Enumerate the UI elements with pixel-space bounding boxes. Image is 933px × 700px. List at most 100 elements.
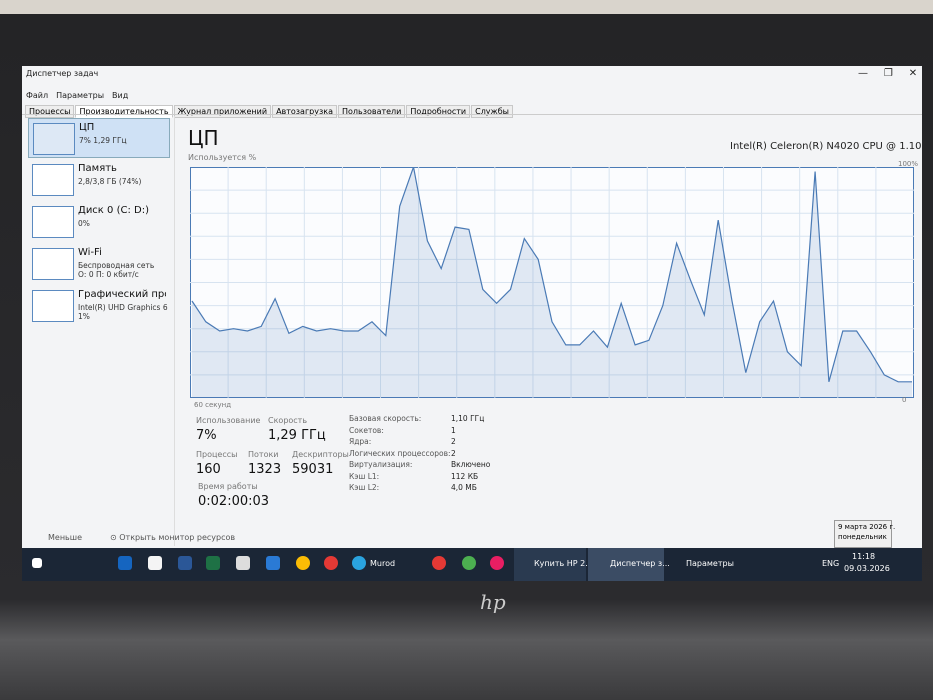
logo: hp xyxy=(480,590,506,614)
tab[interactable]: Производительность xyxy=(75,105,173,118)
detail-value: 1 xyxy=(451,425,456,435)
cpu-line xyxy=(191,167,912,383)
mini-graph xyxy=(32,164,74,196)
y-label: Используется % xyxy=(188,153,257,162)
item-detail: 0% xyxy=(78,219,90,228)
app-icon[interactable] xyxy=(432,556,446,570)
app-icon[interactable] xyxy=(296,556,310,570)
stat-value: 1,29 ГГц xyxy=(268,428,326,443)
x-left-label: 60 секунд xyxy=(194,401,232,409)
resource-monitor-link[interactable]: ⊙ Открыть монитор ресурсов xyxy=(110,533,236,542)
item-detail: 7% 1,29 ГГц xyxy=(79,136,127,145)
sidebar-item[interactable]: Диск 0 (C: D:) 0% xyxy=(28,202,168,240)
tab-bar: Процессы Производительность Журнал приложе… xyxy=(25,99,514,118)
detail-value: 2 xyxy=(451,448,456,458)
menu-item[interactable]: Вид xyxy=(112,91,129,100)
item-name: Графический про xyxy=(78,289,166,300)
x-right-label: 0 xyxy=(902,396,907,404)
sidebar-item[interactable]: ЦП 7% 1,29 ГГц xyxy=(28,118,170,158)
app-icon[interactable] xyxy=(462,556,476,570)
y-max-label: 100% xyxy=(898,160,919,168)
item-name: Память xyxy=(78,163,117,174)
tooltip-line: 9 марта 2026 г. xyxy=(838,523,896,531)
taskbar-item[interactable]: Murod xyxy=(370,559,396,568)
tab[interactable]: Журнал приложений xyxy=(173,105,272,118)
stat-label: Скорость xyxy=(268,416,308,425)
detail-label: Базовая скорость: xyxy=(349,414,422,423)
taskbar-item[interactable]: Купить HP 2... xyxy=(534,559,593,568)
language[interactable]: ENG xyxy=(822,559,840,568)
link-text: Открыть монитор ресурсов xyxy=(119,533,236,542)
detail-label: Сокетов: xyxy=(349,425,384,435)
detail-label: Логических процессоров: xyxy=(349,448,451,458)
item-name: ЦП xyxy=(79,122,95,133)
detail-value: 112 КБ xyxy=(451,471,479,481)
detail-value: 1,10 ГГц xyxy=(451,414,485,423)
divider xyxy=(174,116,175,546)
start-button[interactable] xyxy=(32,558,42,568)
menu-bar: Файл Параметры Вид xyxy=(26,83,136,102)
app-icon[interactable] xyxy=(236,556,250,570)
panel-title: ЦП xyxy=(188,126,219,150)
menu-item[interactable]: Параметры xyxy=(56,91,105,100)
app-icon[interactable] xyxy=(352,556,366,570)
sidebar-item[interactable]: Память 2,8/3,8 ГБ (74%) xyxy=(28,160,168,198)
screen: Диспетчер задач — ❐ ✕ Файл Параметры Вид П… xyxy=(22,66,922,581)
sidebar: ЦП 7% 1,29 ГГц Память 2,8/3,8 ГБ (74%) Диск … xyxy=(22,118,172,528)
stat-value: 7% xyxy=(196,428,217,443)
item-name: Диск 0 (C: D:) xyxy=(78,205,149,216)
stat-label: Использование xyxy=(196,416,261,425)
item-detail: 1% xyxy=(78,312,90,321)
mini-graph xyxy=(33,123,75,155)
tooltip-line: понедельник xyxy=(838,533,887,541)
detail-label: Виртуализация: xyxy=(349,460,413,469)
app-icon[interactable] xyxy=(148,556,162,570)
taskbar-button[interactable] xyxy=(588,548,664,581)
taskbar-item[interactable]: Параметры xyxy=(686,559,734,568)
stat-value: 0:02:00:03 xyxy=(198,494,270,509)
tab[interactable]: Пользователи xyxy=(337,105,406,118)
window-controls[interactable]: — ❐ ✕ xyxy=(858,68,918,79)
app-icon[interactable] xyxy=(206,556,220,570)
tab[interactable]: Процессы xyxy=(25,105,75,118)
cpu-area xyxy=(192,167,912,398)
detail-label: Кэш L1: xyxy=(349,471,380,481)
tab[interactable]: Автозагрузка xyxy=(272,105,337,118)
detail-value: 4,0 МБ xyxy=(451,483,477,492)
app-icon[interactable] xyxy=(266,556,280,570)
date-tooltip: 9 марта 2026 г. понедельник xyxy=(834,520,896,548)
clock-time[interactable]: 11:18 xyxy=(852,552,876,561)
tab[interactable]: Подробности xyxy=(406,105,471,118)
app-icon[interactable] xyxy=(490,556,504,570)
stat-value: 1323 xyxy=(248,462,282,477)
detail-value: 2 xyxy=(451,437,456,446)
menu-item[interactable]: Файл xyxy=(26,91,49,100)
cpu-graph xyxy=(190,167,914,398)
stat-label: Дескрипторы xyxy=(292,450,349,459)
divider xyxy=(22,114,922,115)
mini-graph xyxy=(32,290,74,322)
less-button[interactable]: Меньше xyxy=(48,533,83,542)
app-icon[interactable] xyxy=(178,556,192,570)
sidebar-item[interactable]: Wi-Fi Беспроводная сеть О: 0 П: 0 кбит/с xyxy=(28,244,168,282)
stat-value: 59031 xyxy=(292,462,334,477)
app-icon[interactable] xyxy=(118,556,132,570)
tab[interactable]: Службы xyxy=(471,105,513,118)
sidebar-item[interactable]: Графический про Intel(R) UHD Graphics 6 1% xyxy=(28,286,168,324)
window-title: Диспетчер задач xyxy=(26,69,99,78)
detail-label: Кэш L2: xyxy=(349,483,380,492)
item-detail: Беспроводная сеть xyxy=(78,261,155,270)
mini-graph xyxy=(32,206,74,238)
taskbar-item[interactable]: Диспетчер з... xyxy=(610,559,670,568)
stat-label: Потоки xyxy=(248,450,279,459)
taskbar: Murod Купить HP 2... Диспетчер з... Пара… xyxy=(22,548,922,581)
detail-value: Включено xyxy=(451,460,491,469)
stat-label: Процессы xyxy=(196,450,238,459)
app-icon[interactable] xyxy=(324,556,338,570)
stat-label: Время работы xyxy=(198,482,258,491)
taskbar-button[interactable] xyxy=(514,548,586,581)
clock-date[interactable]: 09.03.2026 xyxy=(844,564,890,573)
item-detail: О: 0 П: 0 кбит/с xyxy=(78,270,139,279)
stat-value: 160 xyxy=(196,462,221,477)
